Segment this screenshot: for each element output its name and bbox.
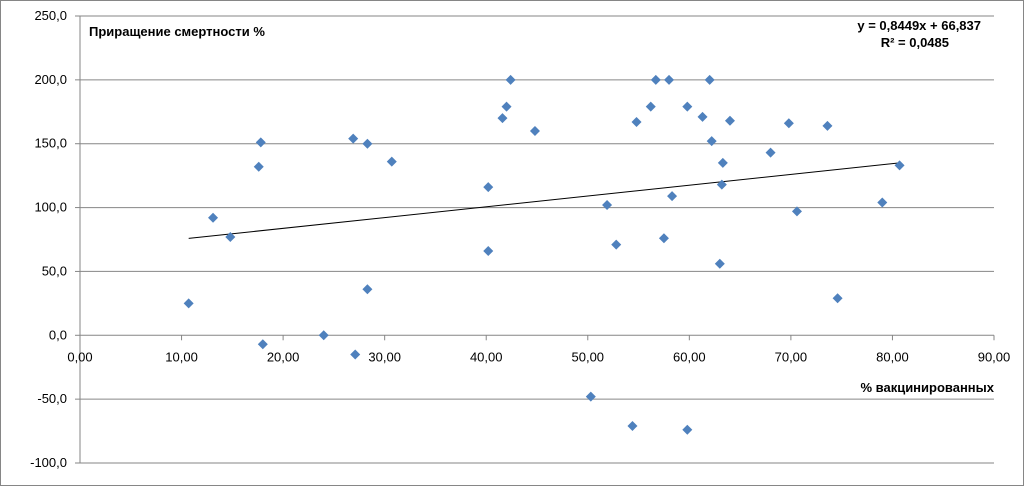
y-tick-label: 200,0 <box>34 72 67 87</box>
data-point <box>791 206 802 217</box>
data-point <box>706 136 717 147</box>
data-point <box>257 339 268 350</box>
data-point <box>717 157 728 168</box>
data-point <box>664 74 675 85</box>
data-point <box>497 113 508 124</box>
data-point <box>682 101 693 112</box>
data-point <box>627 420 638 431</box>
data-point <box>318 330 329 341</box>
data-point <box>714 258 725 269</box>
x-tick-label: 40,00 <box>470 349 503 364</box>
x-tick-label: 80,00 <box>876 349 909 364</box>
trendline-group <box>188 162 900 239</box>
trendline-r-squared: R² = 0,0485 <box>881 35 949 50</box>
data-point <box>529 125 540 136</box>
data-point <box>716 179 727 190</box>
data-point <box>225 231 236 242</box>
y-tick-label: 250,0 <box>34 8 67 23</box>
x-tick-label: 0,00 <box>67 349 92 364</box>
data-point <box>350 349 361 360</box>
data-point <box>667 191 678 202</box>
data-point <box>832 293 843 304</box>
y-tick-label: 100,0 <box>34 200 67 215</box>
data-point <box>483 245 494 256</box>
data-point <box>822 120 833 131</box>
data-point <box>208 212 219 223</box>
data-point <box>602 200 613 211</box>
x-axis-label: % вакцинированных <box>860 380 994 395</box>
axes: 250,0 200,0 150,0 100,0 50,0 0,0 -50,0 -100,0 0,… <box>30 8 1010 470</box>
y-tick-label: -100,0 <box>30 455 67 470</box>
y-tick-label: 150,0 <box>34 136 67 151</box>
data-point <box>386 156 397 167</box>
data-point <box>724 115 735 126</box>
x-tick-label: 60,00 <box>673 349 706 364</box>
x-tick-label: 90,00 <box>978 349 1011 364</box>
x-tick-label: 20,00 <box>267 349 300 364</box>
x-tick-label: 70,00 <box>775 349 808 364</box>
y-tick-label: -50,0 <box>37 391 67 406</box>
data-point <box>505 74 516 85</box>
data-point <box>611 239 622 250</box>
data-point <box>704 74 715 85</box>
data-point <box>682 424 693 435</box>
y-tick-label: 50,0 <box>42 263 67 278</box>
y-tick-label: 0,0 <box>49 327 67 342</box>
data-points <box>183 74 905 435</box>
data-point <box>362 284 373 295</box>
chart-title: Приращение смертности % <box>89 24 265 39</box>
data-point <box>650 74 661 85</box>
trendline <box>188 162 900 239</box>
trendline-equation: y = 0,8449x + 66,837 <box>857 18 981 33</box>
data-point <box>362 138 373 149</box>
x-tick-label: 50,00 <box>572 349 605 364</box>
gridlines <box>80 15 994 464</box>
data-point <box>501 101 512 112</box>
data-point <box>183 298 194 309</box>
x-tick-label: 10,00 <box>165 349 198 364</box>
data-point <box>894 160 905 171</box>
data-point <box>631 117 642 128</box>
data-point <box>645 101 656 112</box>
data-point <box>697 111 708 122</box>
data-point <box>658 233 669 244</box>
data-point <box>255 137 266 148</box>
data-point <box>253 161 264 172</box>
data-point <box>877 197 888 208</box>
data-point <box>483 182 494 193</box>
data-point <box>765 147 776 158</box>
data-point <box>783 118 794 129</box>
data-point <box>585 391 596 402</box>
data-point <box>348 133 359 144</box>
x-tick-label: 30,00 <box>368 349 401 364</box>
